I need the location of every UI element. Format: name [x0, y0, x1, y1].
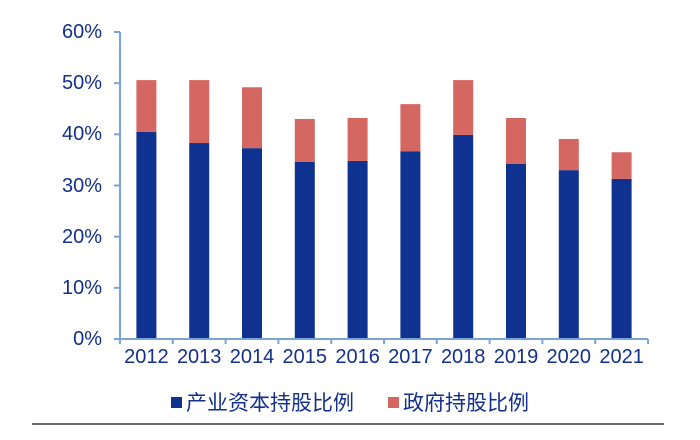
- x-tick-label: 2021: [599, 346, 644, 368]
- x-tick-label: 2018: [440, 346, 486, 368]
- y-tick-label: 30%: [61, 174, 102, 197]
- x-tick-label: 2020: [546, 346, 592, 368]
- legend-item-industry: 产业资本持股比例: [171, 387, 354, 417]
- y-tick-label: 60%: [61, 21, 102, 43]
- bar-segment-industry: [136, 131, 157, 339]
- y-tick-label: 50%: [61, 72, 102, 95]
- legend-swatch-industry-icon: [171, 396, 182, 408]
- bar-segment-government: [506, 117, 526, 165]
- bar-segment-industry: [558, 170, 579, 339]
- legend: 产业资本持股比例 政府持股比例: [0, 387, 700, 417]
- x-tick-label: 2019: [493, 346, 539, 368]
- y-tick-label: 0%: [73, 328, 102, 350]
- x-tick-label: 2016: [335, 346, 380, 368]
- bar-segment-government: [242, 87, 262, 149]
- bar-segment-industry: [453, 134, 474, 339]
- bar-segment-industry: [400, 151, 421, 339]
- y-tick-label: 20%: [61, 225, 102, 248]
- bar-segment-industry: [506, 164, 526, 339]
- x-tick-label: 2017: [388, 346, 433, 368]
- x-tick-label: 2012: [124, 346, 169, 368]
- y-tick-label: 10%: [61, 276, 102, 299]
- bottom-divider: [32, 423, 664, 425]
- bar-segment-government: [400, 104, 421, 152]
- bar-segment-government: [611, 152, 632, 179]
- bar-segment-government: [189, 80, 210, 144]
- x-tick-label: 2013: [176, 346, 222, 368]
- bar-segment-industry: [242, 148, 262, 339]
- bar-segment-government: [136, 80, 157, 132]
- y-tick-label: 40%: [61, 123, 102, 146]
- legend-label: 政府持股比例: [403, 391, 529, 415]
- bar-segment-government: [347, 117, 368, 161]
- bar-segment-industry: [294, 161, 315, 339]
- bar-segment-industry: [611, 178, 632, 339]
- x-tick-label: 2015: [282, 346, 328, 368]
- bar-segment-government: [294, 118, 315, 162]
- x-tick-label: 2014: [229, 346, 275, 368]
- bar-segment-government: [453, 80, 474, 135]
- bar-segment-industry: [347, 160, 368, 339]
- legend-item-government: 政府持股比例: [388, 387, 529, 417]
- bar-segment-industry: [189, 143, 210, 339]
- legend-label: 产业资本持股比例: [186, 391, 354, 415]
- legend-swatch-government-icon: [388, 396, 399, 408]
- bar-segment-government: [558, 138, 579, 171]
